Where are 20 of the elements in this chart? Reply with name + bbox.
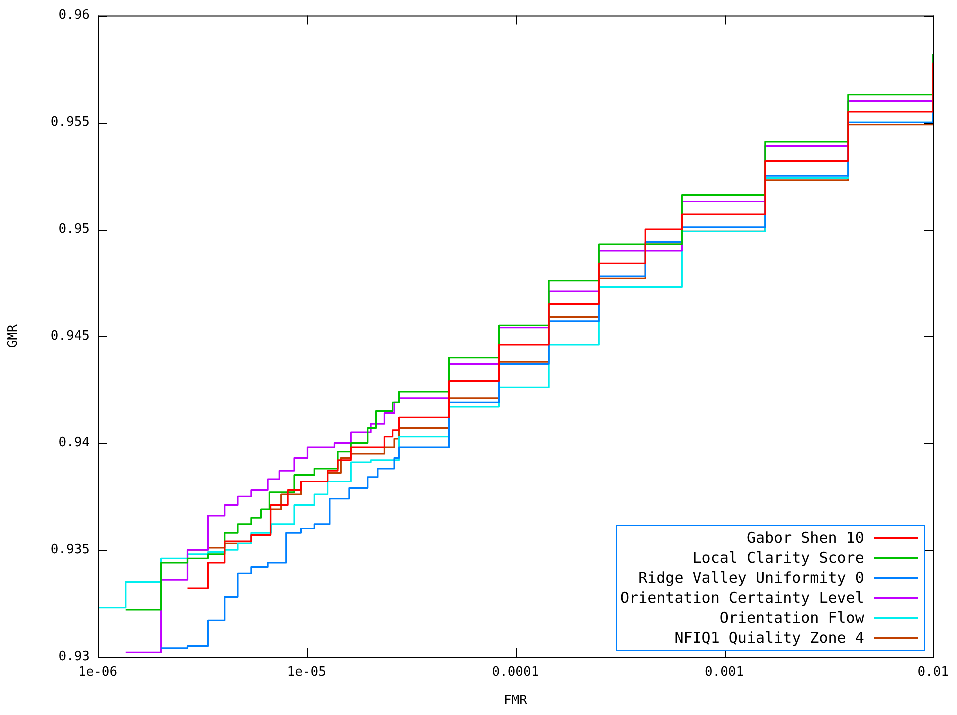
- x-tick-label: 1e-05: [287, 665, 326, 680]
- x-axis-title: FMR: [504, 694, 528, 709]
- legend-label: NFIQ1 Quiality Zone 4: [674, 629, 864, 647]
- legend-label: Orientation Flow: [720, 609, 864, 627]
- y-tick-label: 0.935: [50, 542, 90, 558]
- x-tick-label: 0.0001: [492, 665, 540, 680]
- x-tick-label: 0.001: [704, 665, 744, 680]
- x-tick-label: 0.01: [918, 665, 950, 680]
- y-tick-label: 0.945: [50, 328, 90, 344]
- y-tick-label: 0.955: [50, 115, 90, 130]
- y-axis-title: GMR: [6, 324, 22, 348]
- x-tick-label: 1e-06: [78, 665, 118, 680]
- y-tick-label: 0.95: [58, 222, 90, 237]
- legend-label: Gabor Shen 10: [746, 529, 864, 547]
- legend-label: Local Clarity Score: [692, 549, 864, 567]
- y-tick-label: 0.96: [58, 8, 90, 24]
- legend-label: Ridge Valley Uniformity 0: [638, 569, 864, 587]
- y-tick-label: 0.93: [58, 649, 90, 664]
- y-tick-label: 0.94: [58, 436, 90, 451]
- legend-label: Orientation Certainty Level: [620, 589, 864, 607]
